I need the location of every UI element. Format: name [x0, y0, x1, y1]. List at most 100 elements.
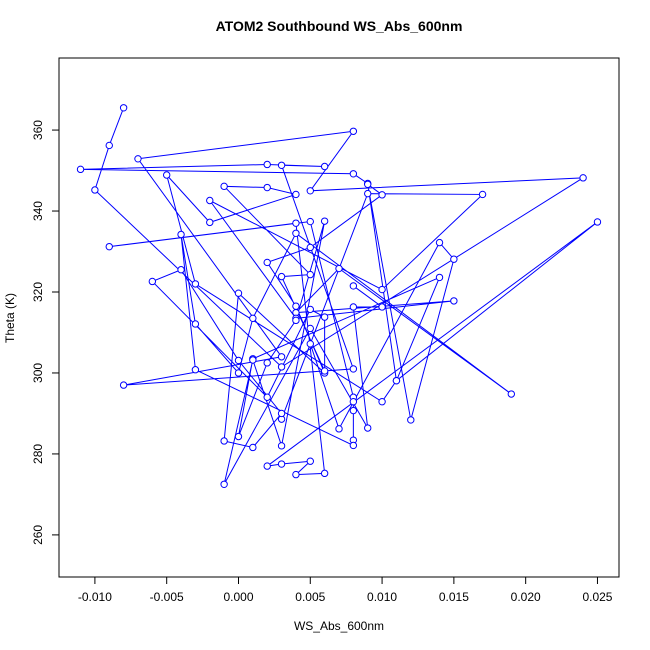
point	[306, 243, 314, 252]
point	[277, 161, 286, 169]
point	[435, 273, 444, 282]
y-tick-label: 340	[31, 201, 45, 221]
point	[306, 270, 314, 279]
plot-box	[58, 57, 620, 578]
point	[234, 356, 243, 365]
point	[162, 171, 171, 179]
x-tick-label: 0.020	[511, 590, 541, 604]
y-tick-label: 260	[31, 525, 45, 545]
point	[177, 230, 185, 239]
y-tick-label: 300	[31, 363, 45, 383]
point	[277, 409, 286, 418]
point	[119, 104, 128, 112]
point	[306, 340, 314, 348]
point	[349, 406, 358, 415]
point	[320, 469, 329, 478]
x-tick-label: 0.025	[582, 590, 612, 604]
y-tick-label: 360	[31, 120, 45, 140]
point	[478, 190, 487, 199]
point	[364, 189, 372, 198]
series-line	[80, 107, 598, 485]
point	[220, 182, 228, 191]
x-tick-label: -0.005	[150, 590, 184, 604]
x-tick-label: 0.000	[223, 590, 253, 604]
point	[277, 363, 286, 371]
point	[349, 303, 358, 311]
point	[191, 280, 200, 288]
point	[263, 462, 271, 470]
point	[378, 303, 386, 311]
point	[306, 457, 314, 465]
point	[234, 289, 243, 297]
point	[292, 302, 300, 310]
point	[320, 217, 329, 225]
point	[292, 470, 300, 479]
point	[450, 255, 458, 263]
point	[349, 365, 358, 373]
point	[263, 359, 271, 367]
point	[335, 425, 343, 433]
point	[364, 180, 372, 189]
point	[220, 480, 228, 488]
point	[191, 320, 200, 328]
point	[105, 141, 113, 150]
point	[249, 443, 257, 452]
point	[191, 366, 200, 374]
point	[507, 390, 516, 398]
point	[349, 441, 358, 450]
point	[292, 316, 300, 325]
point	[407, 416, 415, 424]
point	[306, 217, 314, 226]
point	[119, 381, 128, 389]
point	[277, 442, 286, 450]
point	[234, 432, 243, 441]
x-tick-label: 0.010	[367, 590, 397, 604]
point	[249, 356, 257, 364]
point	[579, 174, 587, 182]
point	[320, 313, 329, 321]
point	[277, 460, 286, 468]
point	[277, 353, 286, 361]
chart-title: ATOM2 Southbound WS_Abs_600nm	[216, 18, 463, 34]
point	[593, 218, 602, 226]
point	[206, 218, 214, 227]
point	[450, 297, 458, 305]
point	[364, 424, 372, 432]
point	[206, 196, 214, 205]
point	[134, 155, 142, 163]
point	[378, 191, 386, 199]
point	[263, 258, 271, 267]
point	[234, 369, 243, 377]
y-tick-label: 280	[31, 444, 45, 464]
point	[263, 393, 271, 401]
point	[105, 242, 113, 251]
point	[392, 376, 401, 385]
point	[378, 398, 386, 406]
point	[335, 264, 343, 273]
point	[177, 266, 185, 274]
point	[292, 219, 300, 227]
point	[349, 127, 358, 135]
point	[349, 282, 358, 290]
point	[91, 186, 99, 194]
point	[349, 398, 358, 406]
point	[263, 183, 271, 192]
point	[320, 162, 329, 171]
point	[306, 187, 314, 195]
point	[277, 272, 286, 281]
y-tick-label: 320	[31, 282, 45, 302]
x-axis-label: WS_Abs_600nm	[294, 619, 384, 633]
point	[249, 314, 257, 323]
point	[148, 277, 157, 286]
point	[292, 229, 300, 237]
point	[292, 190, 300, 199]
x-tick-label: 0.015	[439, 590, 469, 604]
x-tick-label: -0.010	[78, 590, 112, 604]
point	[435, 238, 444, 247]
point	[76, 165, 85, 174]
y-axis-label: Theta (K)	[3, 293, 17, 343]
point	[220, 437, 228, 445]
point	[378, 285, 386, 294]
point	[263, 160, 271, 169]
